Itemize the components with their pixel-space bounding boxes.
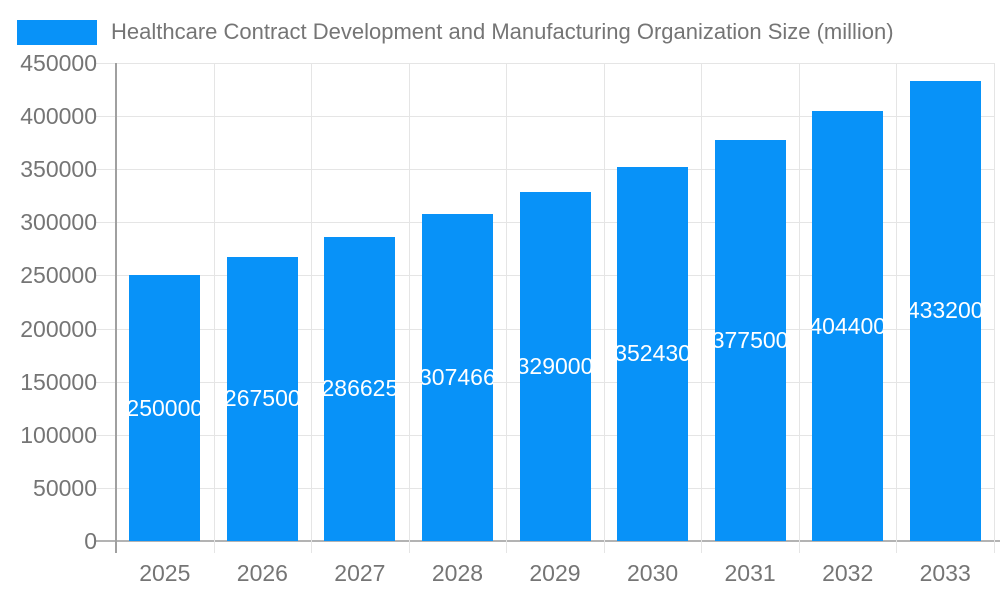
x-tick-label: 2026 xyxy=(236,560,288,586)
bar-value-label: 250000 xyxy=(129,394,201,421)
bar-value-label: 352430 xyxy=(617,340,689,367)
y-tick-label: 350000 xyxy=(20,156,97,183)
y-tick-label: 100000 xyxy=(20,421,97,448)
bar-2025: 250000 xyxy=(129,275,201,541)
bar-2030: 352430 xyxy=(617,166,689,541)
y-tick-label: 150000 xyxy=(20,368,97,395)
x-tick-label: 2025 xyxy=(139,560,191,586)
y-tick-label: 50000 xyxy=(33,474,97,501)
bar-value-label: 377500 xyxy=(714,327,786,353)
legend-label: Healthcare Contract Development and Manu… xyxy=(111,19,894,44)
x-tick-label: 2033 xyxy=(919,560,971,586)
x-gridline xyxy=(896,63,897,553)
bar-value-label: 329000 xyxy=(519,352,591,379)
bar-2029: 329000 xyxy=(519,191,591,541)
bar-2028: 307466 xyxy=(421,214,493,541)
x-tick-label: 2032 xyxy=(822,560,874,586)
x-gridline xyxy=(994,63,995,553)
x-gridline xyxy=(604,63,605,553)
bar-2026: 267500 xyxy=(226,256,298,541)
y-tick-label: 200000 xyxy=(20,315,97,342)
x-tick-label: 2031 xyxy=(724,560,776,586)
x-gridline xyxy=(409,63,410,553)
bar-value-label: 307466 xyxy=(421,364,493,391)
y-gridline xyxy=(95,63,994,64)
x-tick-label: 2030 xyxy=(627,560,679,586)
x-gridline xyxy=(311,63,312,553)
y-gridline xyxy=(95,169,994,170)
x-gridline xyxy=(701,63,702,553)
bar-value-label: 286625 xyxy=(324,375,396,402)
bar-value-label: 404400 xyxy=(812,312,884,339)
x-tick-label: 2028 xyxy=(431,560,484,586)
y-tick-label: 450000 xyxy=(20,50,97,76)
x-gridline xyxy=(506,63,507,553)
x-gridline xyxy=(214,63,215,553)
y-tick-label: 300000 xyxy=(20,209,97,236)
bar-2033: 433200 xyxy=(909,80,981,541)
bar-2027: 286625 xyxy=(324,236,396,541)
y-tick-label: 250000 xyxy=(20,262,97,289)
legend-swatch xyxy=(17,19,97,45)
y-gridline xyxy=(95,116,994,117)
y-tick-label: 400000 xyxy=(20,103,97,130)
x-tick-label: 2029 xyxy=(529,560,581,586)
y-tick-label: 0 xyxy=(84,528,97,554)
x-tick-label: 2027 xyxy=(334,560,386,586)
bar-value-label: 433200 xyxy=(909,297,981,324)
bar-2032: 404400 xyxy=(812,111,884,541)
y-axis-line xyxy=(115,63,117,553)
legend-item[interactable]: Healthcare Contract Development and Manu… xyxy=(17,19,894,45)
bar-value-label: 267500 xyxy=(226,385,298,412)
x-axis-line xyxy=(95,540,1000,542)
x-gridline xyxy=(799,63,800,553)
bar-2031: 377500 xyxy=(714,140,786,541)
